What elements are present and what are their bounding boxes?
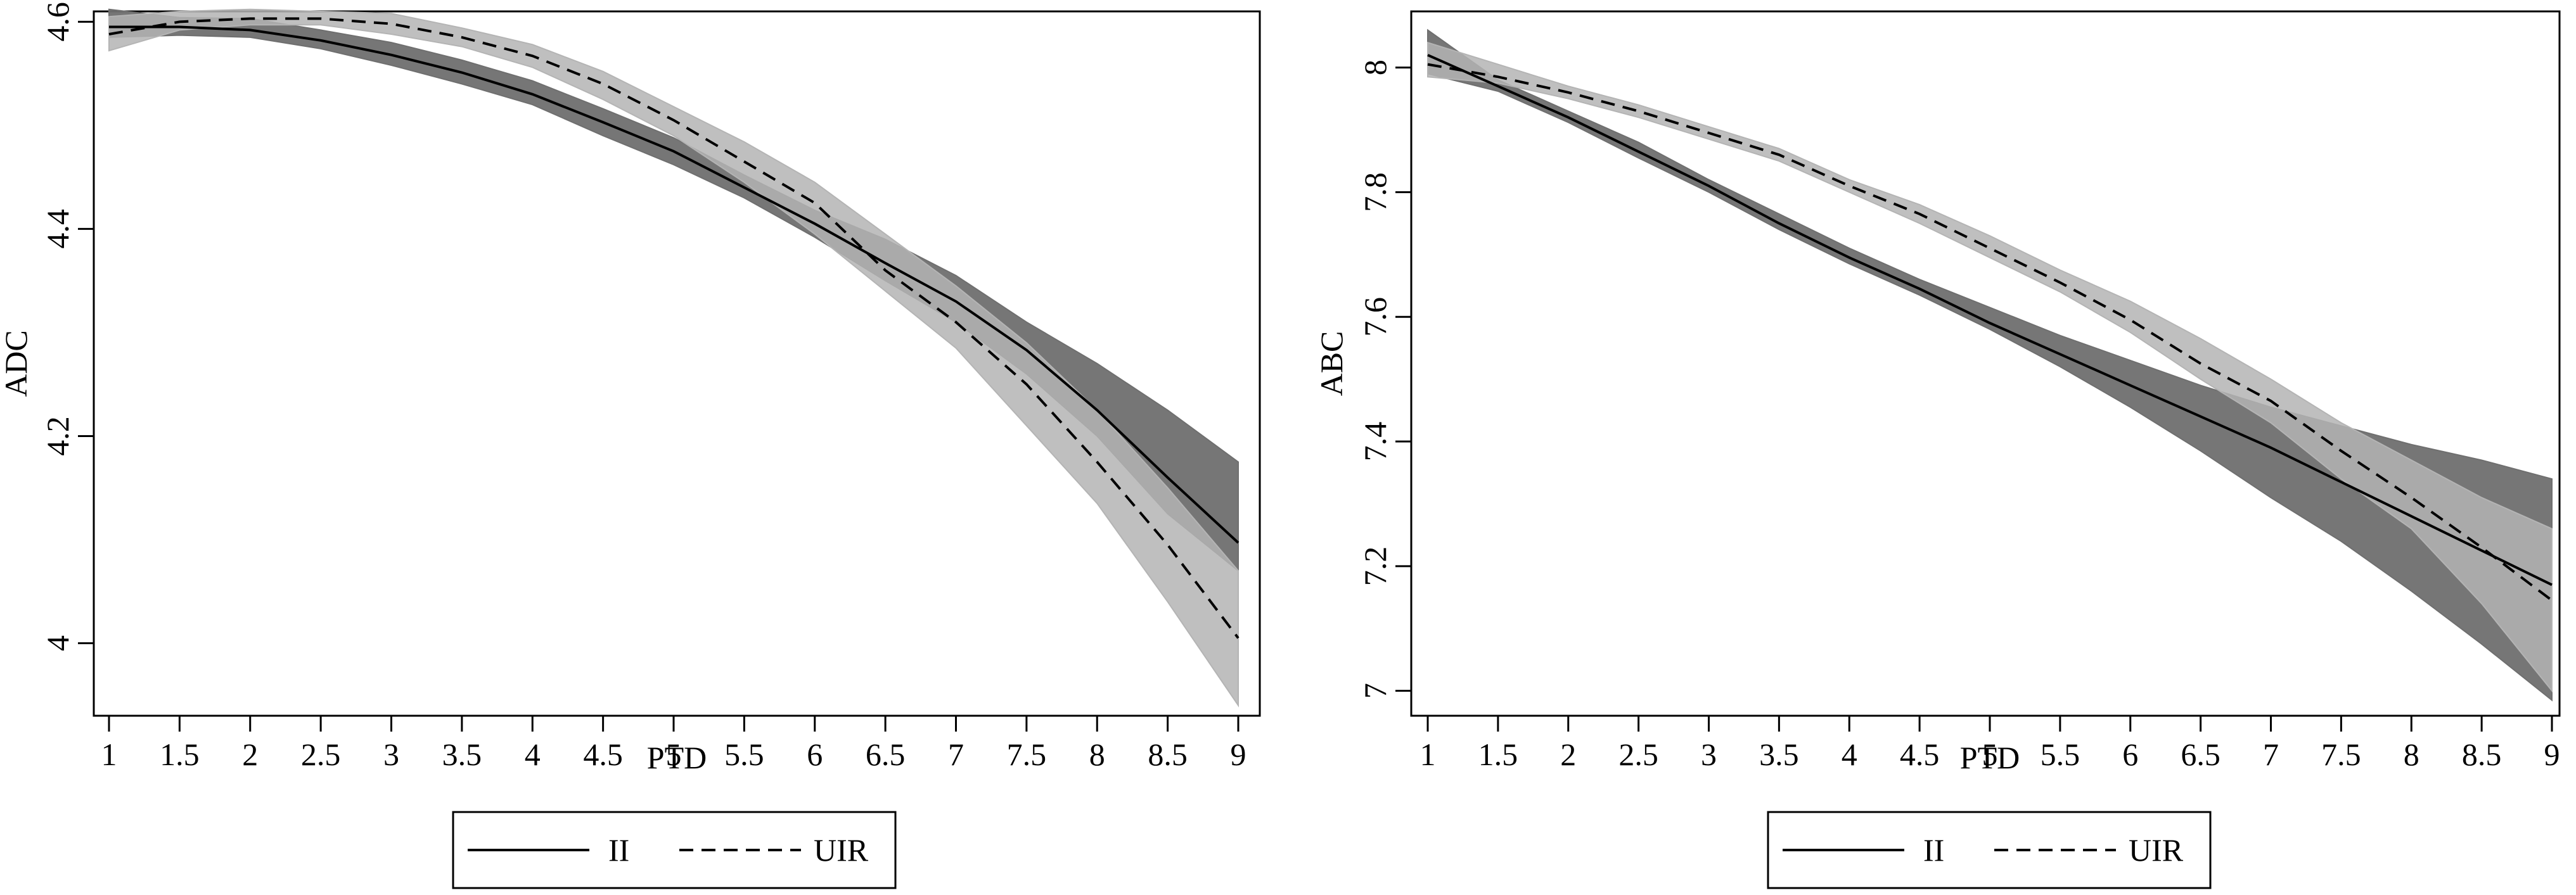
x-tick-label: 3 — [1701, 737, 1717, 772]
y-axis-label: ADC — [0, 330, 34, 397]
y-tick-label: 4 — [40, 635, 75, 651]
x-tick-label: 5 — [666, 737, 682, 772]
x-tick-label: 9 — [1231, 737, 1246, 772]
x-tick-label: 3.5 — [442, 737, 482, 772]
y-axis: 7 7.2 7.4 7.6 7.8 8 — [1357, 60, 1411, 699]
chart-panel-adc: 1 1.5 2 2.5 3 3.5 4 4.5 5 5.5 6 6.5 7 7.5 8 8.5 9 4 4.2 4.… — [0, 2, 1261, 889]
y-tick-label: 4.2 — [40, 416, 75, 456]
x-tick-label: 8.5 — [1148, 737, 1188, 772]
x-tick-label: 4 — [525, 737, 541, 772]
x-axis-label: PTD — [647, 740, 707, 775]
x-tick-label: 7.5 — [2321, 737, 2361, 772]
x-tick-label: 3.5 — [1759, 737, 1799, 772]
y-tick-label: 7.8 — [1357, 172, 1393, 212]
plot-frame — [1410, 10, 2561, 717]
series-line-ii — [1427, 54, 2553, 587]
band-uir — [1427, 41, 2553, 693]
x-tick-label: 5.5 — [724, 737, 764, 772]
series-line-uir — [1427, 63, 2553, 602]
x-tick-label: 2 — [1560, 737, 1576, 772]
series-line-ii — [109, 25, 1240, 544]
x-tick-label: 2 — [242, 737, 258, 772]
x-tick-label: 7.5 — [1007, 737, 1047, 772]
series-line-uir — [108, 17, 1240, 639]
y-tick-label: 7.2 — [1357, 547, 1393, 587]
x-tick-label: 6.5 — [2181, 737, 2220, 772]
y-axis-label: ABC — [1314, 331, 1349, 397]
x-tick-label: 1.5 — [160, 737, 200, 772]
x-tick-label: 2.5 — [301, 737, 341, 772]
confidence-bands — [1427, 29, 2553, 702]
x-tick-label: 8.5 — [2462, 737, 2502, 772]
x-tick-label: 2.5 — [1618, 737, 1658, 772]
x-tick-label: 6.5 — [866, 737, 906, 772]
legend-label-uir: UIR — [814, 832, 869, 868]
x-tick-label: 4.5 — [583, 737, 623, 772]
y-tick-label: 7.6 — [1357, 297, 1393, 337]
x-tick-label: 8 — [1089, 737, 1105, 772]
legend: II UIR — [1767, 811, 2212, 889]
y-tick-label: 7 — [1357, 683, 1393, 699]
x-tick-label: 7 — [948, 737, 964, 772]
y-tick-label: 8 — [1357, 60, 1393, 75]
x-tick-label: 3 — [383, 737, 399, 772]
legend-label-ii: II — [608, 832, 629, 868]
legend-label-ii: II — [1923, 832, 1944, 868]
series-lines — [1427, 54, 2553, 602]
x-axis: 1 1.5 2 2.5 3 3.5 4 4.5 5 5.5 6 6.5 7 7.5 8 8.5 9 — [1420, 716, 2560, 772]
y-tick-label: 4.4 — [40, 209, 75, 249]
y-axis: 4 4.2 4.4 4.6 — [40, 2, 94, 651]
band-uir — [108, 8, 1239, 708]
x-tick-label: 8 — [2404, 737, 2419, 772]
x-axis-label: PTD — [1960, 740, 2020, 775]
x-tick-label: 1 — [101, 737, 117, 772]
x-tick-label: 9 — [2544, 737, 2560, 772]
x-tick-label: 1.5 — [1478, 737, 1518, 772]
y-tick-label: 4.6 — [40, 2, 75, 41]
confidence-bands — [108, 8, 1239, 708]
x-tick-label: 6 — [807, 737, 823, 772]
x-axis: 1 1.5 2 2.5 3 3.5 4 4.5 5 5.5 6 6.5 7 7.5 8 8.5 9 — [101, 716, 1246, 772]
x-tick-label: 4 — [1842, 737, 1857, 772]
x-tick-label: 1 — [1420, 737, 1436, 772]
legend: II UIR — [452, 811, 897, 889]
x-tick-label: 5.5 — [2041, 737, 2080, 772]
x-tick-label: 7 — [2263, 737, 2279, 772]
y-tick-label: 7.4 — [1357, 422, 1393, 462]
band-ii — [1427, 29, 2553, 702]
chart-panel-abc: 1 1.5 2 2.5 3 3.5 4 4.5 5 5.5 6 6.5 7 7.5 8 8.5 9 7 7.2 7.… — [1314, 10, 2561, 889]
x-tick-label: 6 — [2122, 737, 2138, 772]
x-tick-label: 5 — [1982, 737, 1998, 772]
legend-label-uir: UIR — [2129, 832, 2184, 868]
series-lines — [108, 17, 1240, 639]
x-tick-label: 4.5 — [1900, 737, 1940, 772]
